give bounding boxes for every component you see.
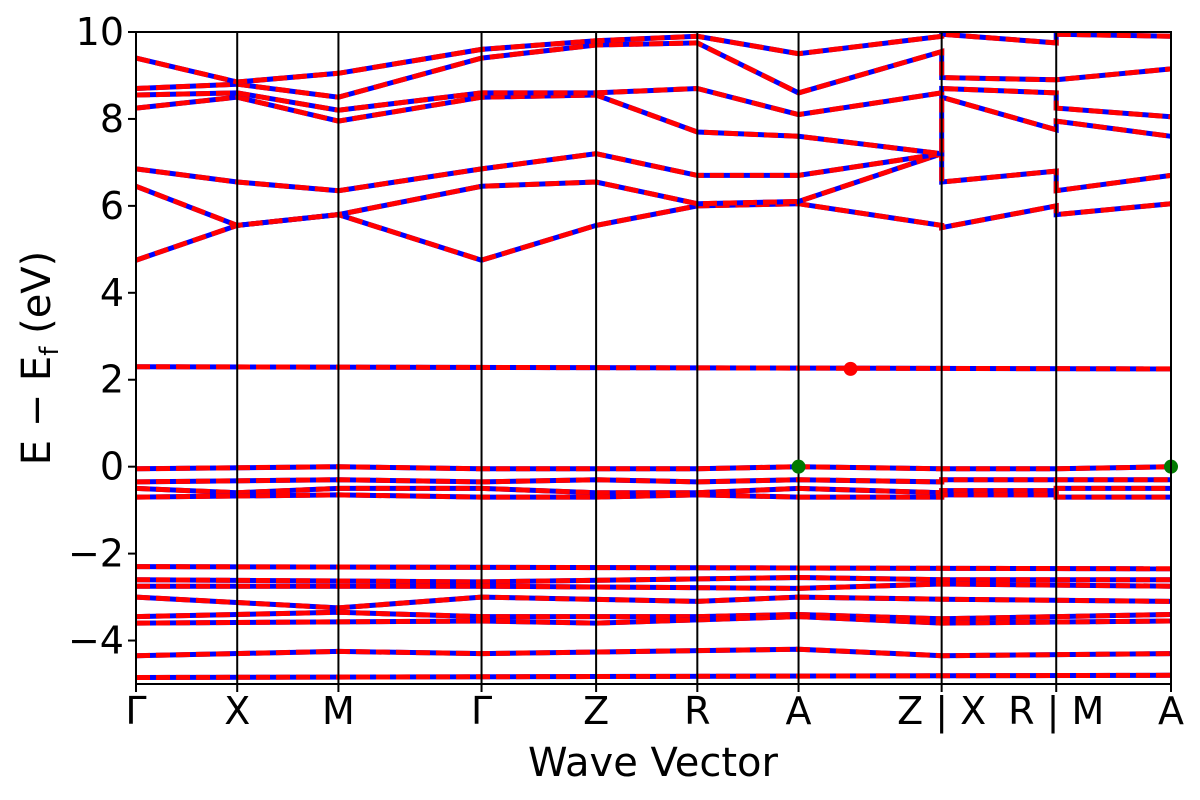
band-line-spin-up [135, 646, 1172, 659]
y-axis-title-main: E − E [14, 356, 60, 466]
y-tick-label: 8 [100, 97, 124, 141]
x-axis-title: Wave Vector [528, 740, 779, 786]
x-tick-label: Z | X [897, 689, 986, 734]
band-line-spin-up [136, 581, 1172, 591]
x-tick-label: A [786, 689, 812, 733]
y-axis-title-unit: (eV) [14, 251, 60, 347]
band-line-spin-down [135, 151, 943, 194]
high-symmetry-lines [236, 32, 1058, 684]
band-edge-markers [791, 361, 1178, 474]
band-line-spin-up [135, 364, 1172, 372]
y-axis: 10 8 6 4 2 0 −2 −4 [68, 10, 136, 663]
x-tick-label: R | M [1008, 689, 1104, 734]
band-line-spin-down [135, 564, 1172, 572]
x-tick-label: Γ [471, 689, 492, 733]
y-tick-label: −2 [68, 532, 124, 576]
band-line-spin-down [135, 364, 1172, 372]
y-axis-title-sub: f [35, 346, 65, 356]
vbm-marker [791, 459, 806, 474]
x-axis: Γ X M Γ Z R A Z | X R | M A [125, 684, 1184, 734]
y-tick-label: 4 [100, 271, 124, 315]
plot-frame [135, 31, 1172, 685]
x-tick-label: M [322, 689, 355, 733]
y-tick-label: −4 [68, 619, 124, 663]
x-tick-label: Γ [125, 689, 146, 733]
y-axis-title: E − Ef (eV) [14, 251, 65, 466]
band-line-spin-down [135, 477, 1171, 485]
band-line-spin-up [135, 672, 1172, 680]
x-tick-label: Z [583, 689, 609, 733]
y-tick-label: 0 [100, 445, 124, 489]
band-line-spin-down [135, 85, 1172, 120]
y-tick-label: 2 [100, 358, 124, 402]
band-line-spin-up [135, 609, 1172, 622]
x-tick-label: R [684, 689, 710, 733]
band-line-spin-up [135, 564, 1172, 572]
y-tick-label: 10 [76, 10, 124, 54]
cbm-marker [843, 361, 858, 376]
band-lines [135, 31, 1172, 680]
x-tick-label: A [1158, 689, 1184, 733]
x-tick-label: X [224, 689, 250, 733]
band-line-spin-up [135, 574, 1171, 585]
band-line-spin-down [135, 646, 1172, 659]
band-line-spin-up [135, 464, 1172, 472]
band-line-spin-down [135, 672, 1172, 680]
y-tick-label: 6 [100, 184, 124, 228]
